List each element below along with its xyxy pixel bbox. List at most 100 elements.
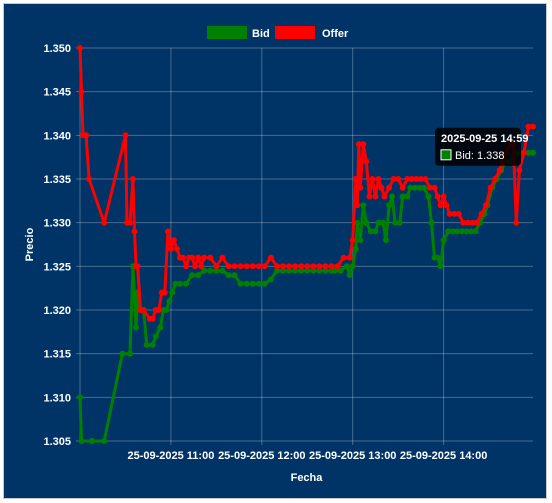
offer-point: [170, 237, 177, 244]
offer-point: [525, 123, 532, 130]
offer-point: [225, 263, 232, 270]
bid-point: [360, 202, 367, 209]
offer-point: [455, 210, 462, 217]
offer-point: [375, 176, 382, 182]
offer-point: [378, 184, 385, 191]
series-offer: [77, 45, 536, 322]
bid-point: [440, 237, 447, 244]
offer-point: [395, 176, 402, 182]
bid-point: [458, 228, 465, 235]
legend-item-offer[interactable]: Offer: [275, 26, 349, 40]
offer-point: [195, 254, 202, 261]
bid-point: [316, 267, 323, 274]
y-tick-label: 1.305: [43, 436, 71, 448]
tooltip-box: [435, 127, 521, 166]
offer-point: [404, 176, 411, 182]
offer-point: [101, 219, 108, 226]
offer-point: [174, 245, 180, 252]
offer-point: [360, 141, 367, 148]
x-tick-label: 25-09-2025 11:00: [127, 450, 214, 462]
offer-point: [520, 149, 527, 156]
bid-point: [392, 219, 399, 226]
offer-point: [363, 158, 370, 165]
bid-point: [225, 272, 232, 279]
offer-point: [198, 263, 205, 270]
bid-point: [249, 280, 256, 287]
y-tick-label: 1.350: [43, 43, 71, 55]
bid-point: [183, 280, 190, 287]
offer-point: [328, 263, 335, 270]
offer-point: [274, 263, 280, 270]
bid-point: [127, 350, 133, 357]
offer-point: [261, 263, 268, 270]
offer-point: [127, 219, 133, 226]
bid-point: [237, 280, 244, 287]
bid-point: [310, 267, 317, 274]
offer-point: [464, 219, 471, 226]
bid-point: [77, 394, 83, 401]
x-tick-label: 25-09-2025 13:00: [309, 450, 396, 462]
offer-point: [183, 263, 190, 270]
offer-point: [483, 202, 489, 209]
offer-point: [369, 176, 376, 182]
tooltip: 2025-09-25 14:59 Bid: 1.338: [435, 127, 528, 166]
offer-point: [298, 263, 305, 270]
bid-point: [380, 219, 386, 226]
x-axis-ticks: 25-09-2025 11:00 25-09-2025 12:00 25-09-20…: [127, 450, 487, 462]
bid-point: [404, 193, 411, 200]
bid-point: [177, 280, 183, 287]
offer-point: [431, 184, 438, 191]
bid-point: [525, 149, 532, 156]
offer-point: [130, 176, 136, 182]
offer-point: [357, 184, 364, 191]
bid-point: [292, 267, 299, 274]
offer-point: [469, 219, 476, 226]
offer-point: [77, 45, 83, 51]
bid-point: [163, 307, 170, 313]
offer-point: [201, 254, 208, 261]
offer-point: [473, 219, 480, 226]
offer-point: [316, 263, 323, 270]
bid-point: [354, 219, 361, 226]
offer-point: [237, 263, 244, 270]
offer-point: [149, 315, 156, 322]
bid-point: [346, 272, 353, 279]
offer-point: [292, 263, 299, 270]
bid-point: [472, 228, 479, 235]
bid-point: [149, 341, 156, 348]
offer-point: [207, 254, 214, 261]
x-tick-label: 25-09-2025 14:00: [400, 450, 487, 462]
bid-point: [298, 267, 305, 274]
bid-point: [89, 438, 96, 444]
bid-point: [231, 272, 238, 279]
bid-point: [363, 219, 370, 226]
legend-item-bid[interactable]: Bid: [207, 26, 270, 40]
y-tick-label: 1.340: [43, 130, 71, 142]
bid-point: [172, 280, 179, 287]
bid-point: [396, 219, 403, 226]
bid-point: [243, 280, 250, 287]
bid-point: [454, 228, 461, 235]
bid-point: [152, 333, 159, 340]
y-axis-ticks: 1.350 1.345 1.340 1.335 1.330 1.325 1.320 1.315…: [43, 43, 71, 448]
bid-point: [337, 267, 344, 274]
offer-point: [346, 254, 353, 261]
legend[interactable]: Bid Offer: [207, 26, 349, 40]
offer-point: [443, 202, 450, 209]
legend-swatch: [207, 26, 247, 39]
y-tick-label: 1.335: [43, 174, 71, 186]
offer-point: [434, 193, 441, 200]
offer-point: [161, 289, 168, 296]
offer-point: [408, 176, 415, 182]
offer-point: [83, 132, 90, 139]
offer-point: [231, 263, 238, 270]
bid-point: [78, 438, 85, 444]
bid-point: [367, 228, 374, 235]
bid-point: [434, 254, 441, 261]
offer-point: [417, 176, 424, 182]
offer-point: [310, 263, 317, 270]
offer-point: [516, 167, 523, 174]
offer-point: [189, 254, 196, 261]
bid-point: [207, 267, 214, 274]
bid-point: [416, 184, 423, 191]
